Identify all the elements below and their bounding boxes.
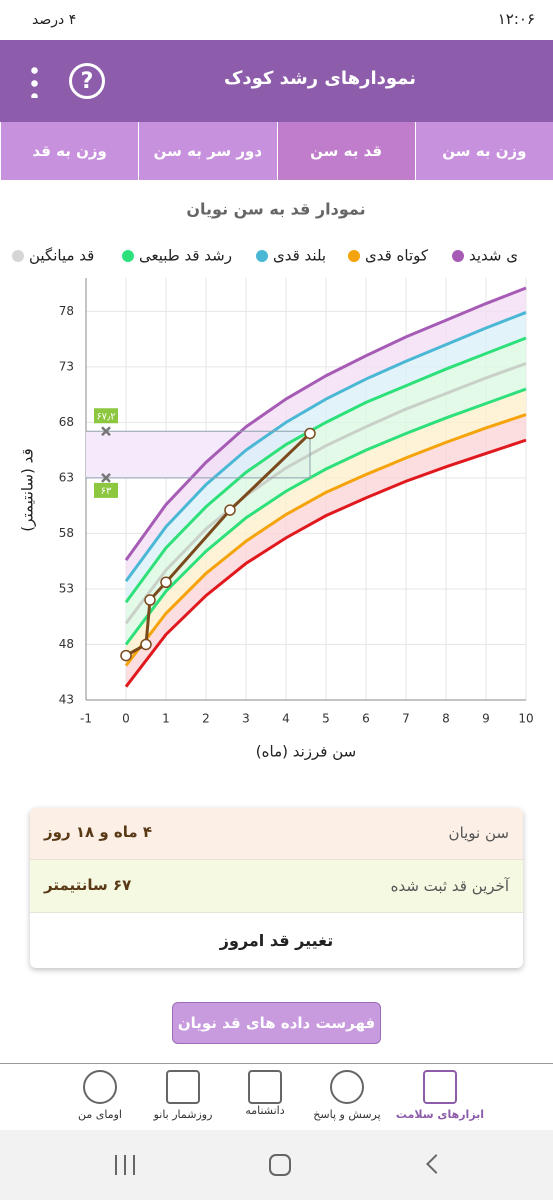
nav-icon[interactable] xyxy=(330,1070,364,1104)
info-value: ۶۷ سانتیمتر xyxy=(44,876,132,894)
nav-icon[interactable] xyxy=(423,1070,457,1104)
y-axis-label: قد (سانتیمتر) xyxy=(19,448,37,531)
x-tick-label: 4 xyxy=(282,712,290,726)
legend-label: کوتاه قدی xyxy=(365,247,429,265)
child-point xyxy=(120,649,132,662)
info-row: آخرین قد ثبت شده ۶۷ سانتیمتر xyxy=(30,860,523,913)
percentile-curve xyxy=(124,438,527,688)
back-button[interactable] xyxy=(426,1154,446,1174)
legend-marker xyxy=(12,250,24,262)
legend-label: قد میانگین xyxy=(29,247,94,265)
percentile-curve xyxy=(124,413,527,667)
y-tick-label: 73 xyxy=(59,359,74,373)
x-tick-label: 3 xyxy=(242,712,250,726)
band xyxy=(126,414,526,687)
status-bar: ۱۲:۰۶ ۴ درصد xyxy=(0,0,553,40)
guide-marker xyxy=(101,473,111,483)
nav-label[interactable]: دانشنامه xyxy=(245,1104,285,1117)
child-point xyxy=(160,576,172,589)
legend-label: بلند قدی xyxy=(273,247,326,265)
y-tick-label: 53 xyxy=(59,581,74,595)
x-tick-label: -1 xyxy=(80,712,92,726)
child-point xyxy=(224,504,236,516)
nav-label[interactable]: روزشمار بانو xyxy=(153,1108,213,1121)
change-height-button[interactable]: تغییر قد امروز xyxy=(219,931,334,950)
y-tick-label: 63 xyxy=(59,470,74,484)
list-button[interactable]: فهرست داده های قد نویان xyxy=(172,1002,381,1044)
nav-label[interactable]: پرسش و پاسخ xyxy=(313,1108,381,1121)
percentile-curve xyxy=(124,286,527,561)
legend-marker xyxy=(348,250,360,262)
band xyxy=(126,312,526,603)
x-tick-label: 1 xyxy=(162,712,170,726)
legend-label: ی شدید xyxy=(469,247,518,265)
x-tick-label: 8 xyxy=(442,712,450,726)
y-tick-label: 58 xyxy=(59,526,74,540)
battery: ۴ درصد xyxy=(32,12,77,28)
x-tick-label: 7 xyxy=(402,712,410,726)
x-tick-label: 6 xyxy=(362,712,370,726)
percentile-curve xyxy=(124,336,527,604)
percentile-curve xyxy=(124,362,527,625)
x-tick-label: 10 xyxy=(518,712,533,726)
system-nav xyxy=(0,1130,553,1200)
menu-button[interactable] xyxy=(31,64,38,98)
tab[interactable]: وزن به قد xyxy=(0,122,138,180)
y-tick-label: 78 xyxy=(59,304,74,318)
recents-button[interactable] xyxy=(115,1155,135,1175)
nav-label[interactable]: ابزارهای سلامت xyxy=(395,1108,485,1121)
info-label: سن نویان xyxy=(448,824,509,842)
child-point xyxy=(144,594,156,606)
tab[interactable]: وزن به سن xyxy=(414,122,553,180)
x-axis-label: سن فرزند (ماه) xyxy=(256,743,356,761)
band xyxy=(126,287,526,582)
band xyxy=(126,337,526,624)
chart: نمودار قد به سن نویان قد (سانتیمتر) سن ف… xyxy=(12,200,534,761)
nav-icon[interactable] xyxy=(166,1070,200,1104)
info-row: سن نویان ۴ ماه و ۱۸ روز xyxy=(30,808,523,860)
legend-label: رشد قد طبیعی xyxy=(139,247,232,265)
child-point xyxy=(140,638,152,651)
x-tick-label: 0 xyxy=(122,712,130,726)
guide-marker xyxy=(101,426,111,437)
tab-bar: وزن به سن قد به سن دور سر به سن وزن به قد xyxy=(0,122,553,180)
chart-title: نمودار قد به سن نویان xyxy=(186,200,365,219)
tab[interactable]: دور سر به سن xyxy=(138,122,276,180)
tab[interactable]: قد به سن xyxy=(276,122,415,180)
nav-label[interactable]: اومای من xyxy=(78,1108,122,1121)
legend-marker xyxy=(452,250,464,262)
app-title: نمودارهای رشد کودک xyxy=(223,68,417,89)
guide-label: ۶۷٫۲ xyxy=(96,411,115,422)
app-bar: نمودارهای رشد کودک ? xyxy=(0,40,553,122)
x-tick-label: 9 xyxy=(482,712,490,726)
guide-tag xyxy=(94,482,118,498)
y-tick-label: 48 xyxy=(59,637,74,651)
y-tick-label: 68 xyxy=(59,415,74,429)
info-label: آخرین قد ثبت شده xyxy=(390,877,509,895)
nav-icon[interactable] xyxy=(83,1070,117,1104)
help-button[interactable]: ? xyxy=(69,63,105,99)
band xyxy=(126,363,526,645)
home-button[interactable] xyxy=(269,1154,291,1176)
y-tick-label: 43 xyxy=(59,693,74,707)
info-value: ۴ ماه و ۱۸ روز xyxy=(44,823,153,841)
guide-label: ۶۳ xyxy=(101,486,112,497)
info-card: سن نویان ۴ ماه و ۱۸ روز آخرین قد ثبت شده… xyxy=(30,808,523,968)
legend-marker xyxy=(256,250,268,262)
guide-tag xyxy=(94,408,118,424)
x-tick-label: 2 xyxy=(202,712,210,726)
nav-icon[interactable] xyxy=(248,1070,282,1104)
child-point xyxy=(304,427,316,440)
time: ۱۲:۰۶ xyxy=(497,10,535,28)
percentile-curve xyxy=(124,387,527,646)
percentile-curve xyxy=(124,311,527,583)
legend-marker xyxy=(122,250,134,262)
band xyxy=(126,389,526,666)
x-tick-label: 5 xyxy=(322,712,330,726)
bottom-nav: ابزارهای سلامت پرسش و پاسخ دانشنامه روزشمار… xyxy=(0,1063,553,1130)
